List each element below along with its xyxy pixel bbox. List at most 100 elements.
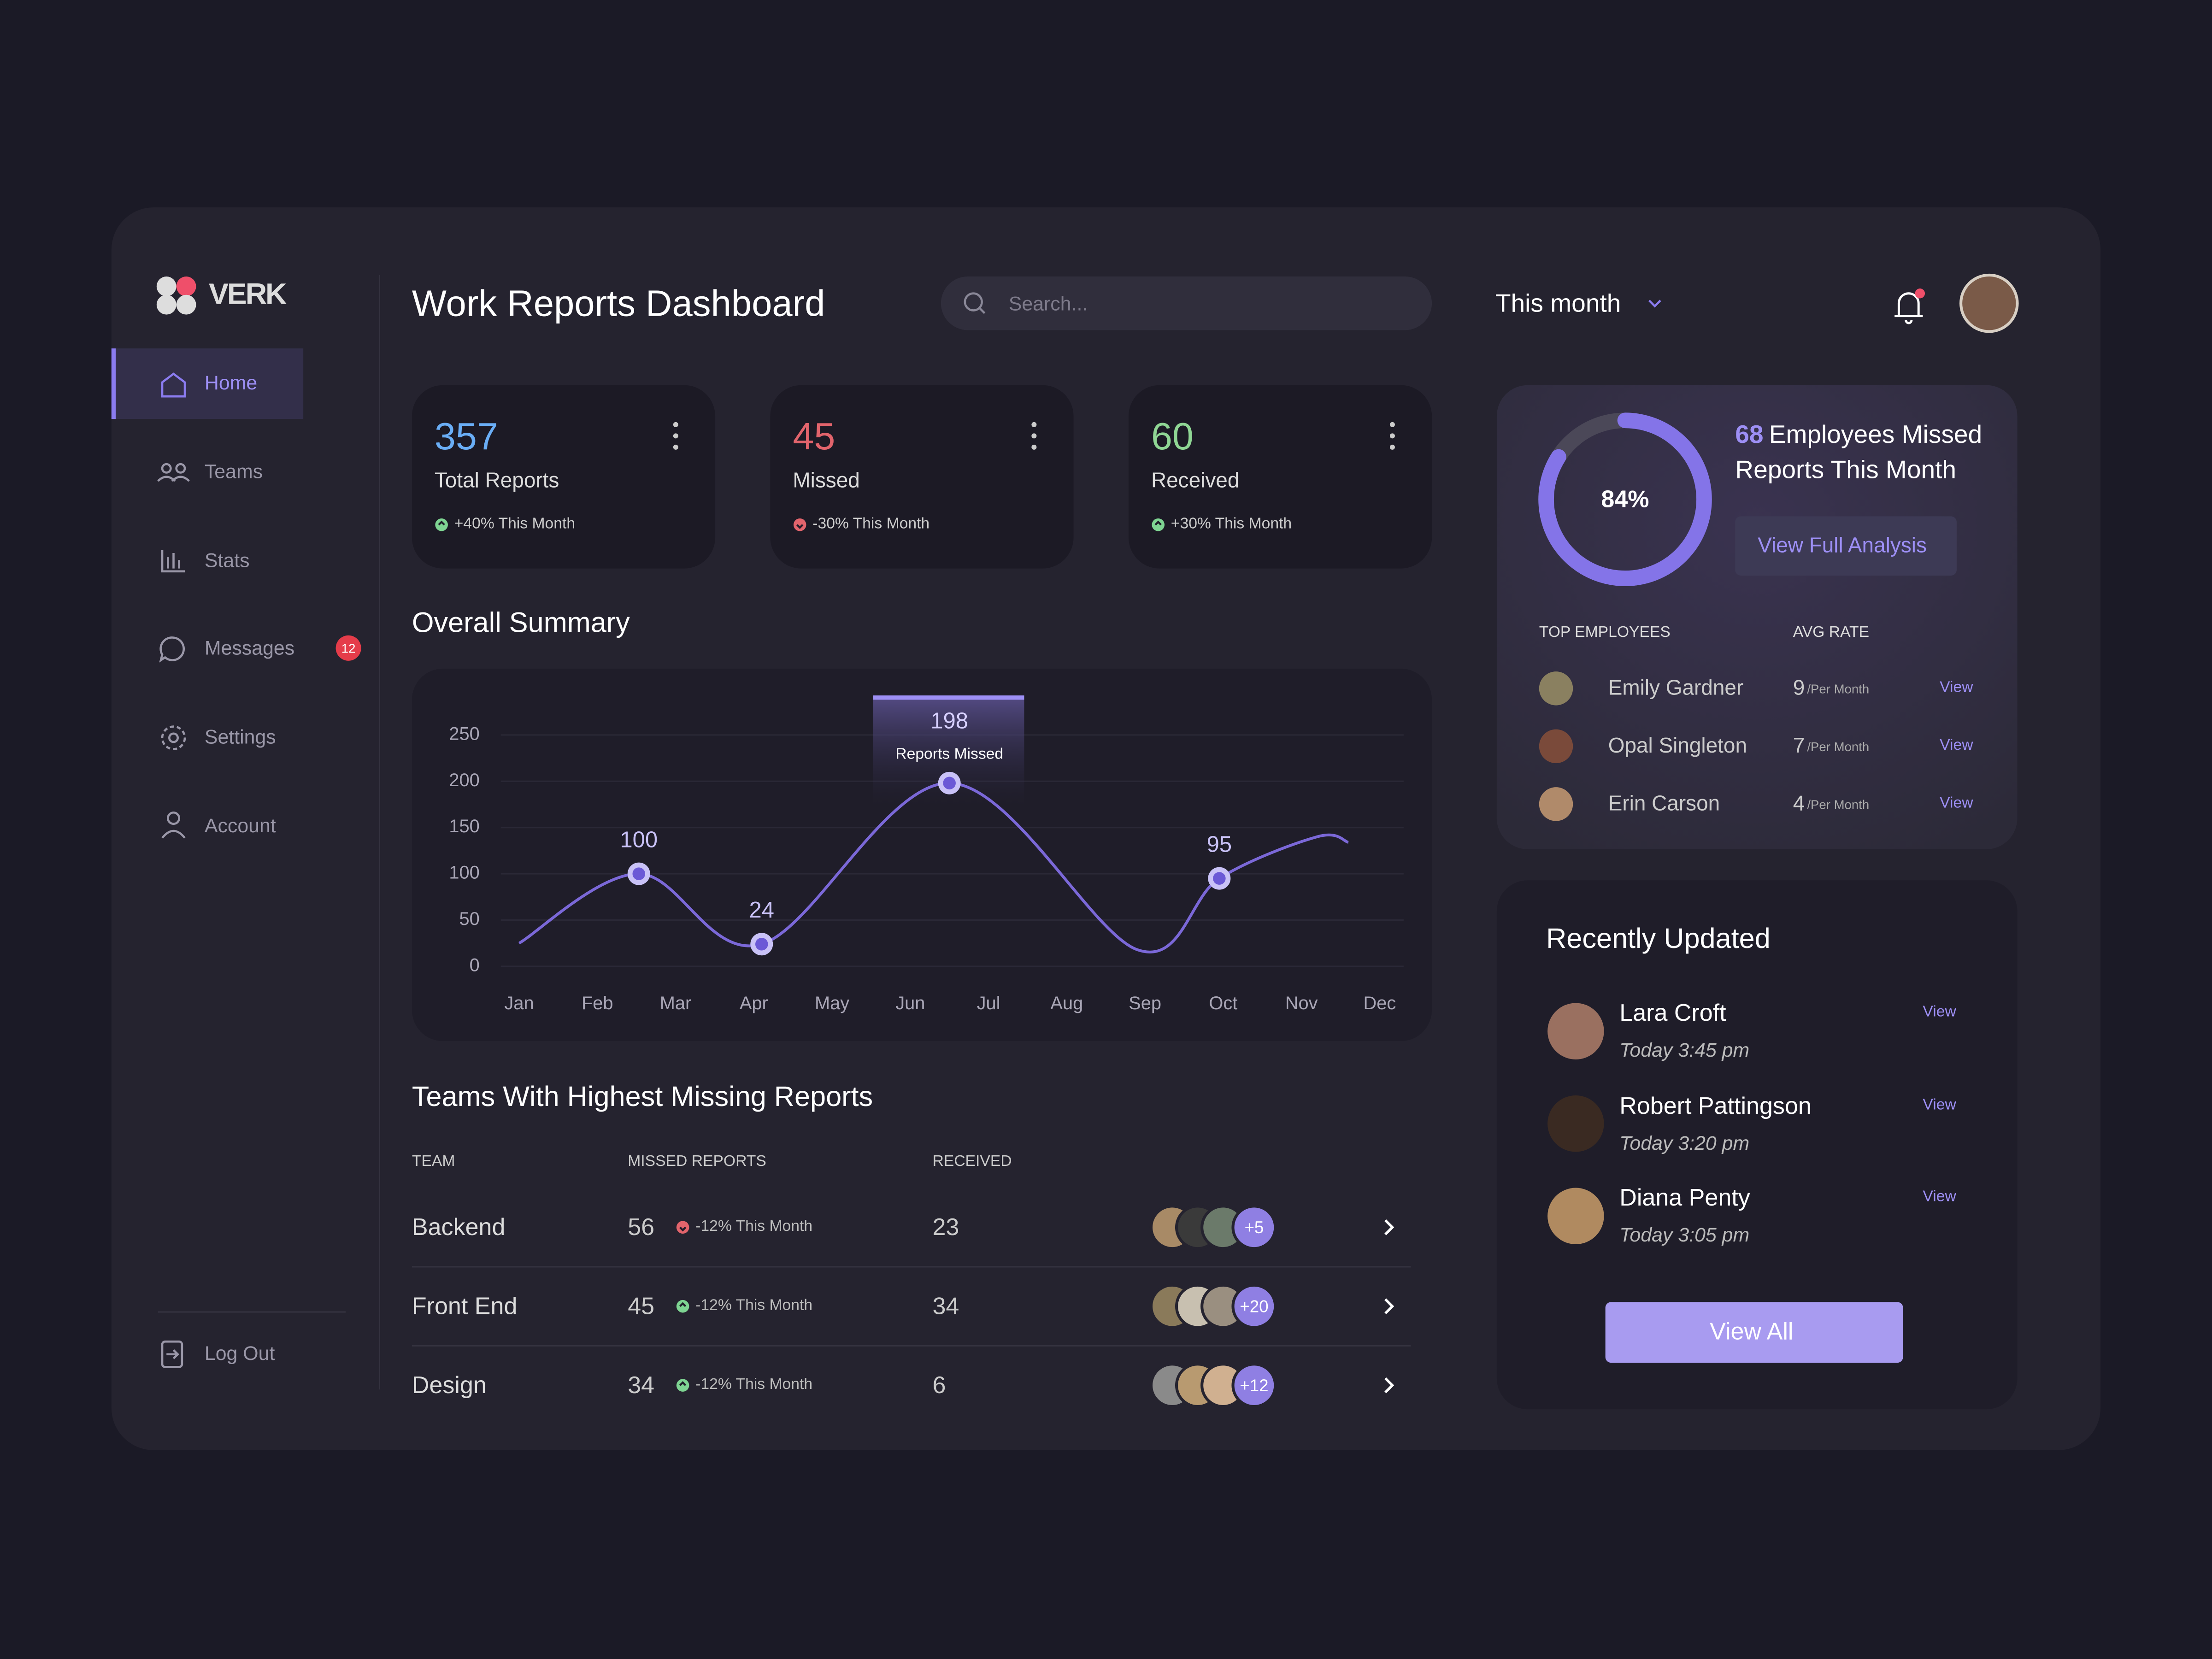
person-avatar	[1547, 1188, 1604, 1244]
employee-name: Opal Singleton	[1608, 734, 1747, 759]
rate-unit: /Per Month	[1807, 682, 1870, 696]
trend-icon	[676, 1300, 689, 1313]
stat-change: -30% This Month	[812, 515, 930, 533]
update-time: Today 3:20 pm	[1619, 1130, 1750, 1153]
nav-item[interactable]: Stats	[204, 548, 250, 571]
view-link[interactable]: View	[1940, 794, 1973, 812]
x-tick-label: Feb	[582, 993, 613, 1013]
trend-arrow	[679, 1381, 687, 1386]
employee-rate: 4	[1793, 792, 1805, 816]
analysis-text: Employees Missed	[1769, 420, 1983, 449]
y-tick-label: 150	[449, 816, 479, 836]
trend-icon	[676, 1379, 689, 1392]
more-badge	[1231, 1205, 1277, 1250]
y-tick-label: 50	[459, 909, 480, 929]
view-link[interactable]: View	[1940, 737, 1973, 754]
team-name: Front End	[412, 1293, 518, 1320]
employee-avatar	[1539, 671, 1573, 706]
stat-card	[770, 385, 1074, 569]
page-title: Work Reports Dashboard	[412, 282, 825, 325]
stat-label: Received	[1151, 469, 1240, 493]
column-header: RECEIVED	[932, 1153, 1012, 1171]
section-title: Overall Summary	[412, 608, 630, 639]
stat-card	[1128, 385, 1432, 569]
team-change: -12% This Month	[695, 1297, 813, 1314]
trend-icon	[676, 1221, 689, 1234]
section-title: Teams With Highest Missing Reports	[412, 1082, 873, 1113]
x-tick-label: Jul	[977, 993, 1000, 1013]
trend-arrow	[679, 1302, 687, 1307]
view-all-bg[interactable]	[1605, 1302, 1903, 1363]
missed-count: 45	[628, 1293, 655, 1320]
menu-dot	[1031, 444, 1037, 450]
trend-arrow	[679, 1226, 687, 1232]
rate-unit: /Per Month	[1807, 798, 1870, 812]
nav-item[interactable]: Settings	[204, 725, 276, 748]
x-tick-label: May	[815, 993, 849, 1013]
menu-dot	[673, 422, 678, 427]
y-tick-label: 100	[449, 863, 479, 883]
analysis-panel	[1496, 385, 2018, 849]
value-label: 95	[1207, 832, 1232, 857]
received-count: 34	[932, 1293, 959, 1320]
x-tick-label: Oct	[1209, 993, 1237, 1013]
rate-unit: /Per Month	[1807, 740, 1870, 754]
tooltip-bar	[873, 695, 1024, 700]
employee-rate: 9	[1793, 676, 1805, 700]
trend-icon	[1152, 518, 1165, 531]
view-link[interactable]: View	[1940, 679, 1973, 696]
view-link[interactable]: View	[1923, 1004, 1956, 1021]
column-header: MISSED REPORTS	[628, 1153, 766, 1171]
value-label: 198	[930, 708, 968, 733]
column-header: TEAM	[412, 1153, 455, 1171]
y-tick-label: 200	[449, 770, 479, 790]
team-name: Design	[412, 1372, 487, 1399]
view-link[interactable]: View	[1923, 1096, 1956, 1113]
logo	[156, 276, 196, 315]
analysis-button-bg[interactable]	[1735, 516, 1957, 576]
nav-item[interactable]: Teams	[204, 459, 263, 482]
nav-item[interactable]: Home	[204, 371, 258, 394]
nav-item[interactable]: Messages	[204, 636, 295, 659]
x-tick-label: Jan	[504, 993, 534, 1013]
point-core	[1213, 872, 1226, 885]
menu-dot	[1389, 444, 1395, 450]
employee-avatar	[1539, 729, 1573, 764]
x-tick-label: Dec	[1363, 993, 1396, 1013]
view-link[interactable]: View	[1923, 1188, 1956, 1206]
stat-change: +30% This Month	[1171, 515, 1292, 533]
column-header: AVG RATE	[1793, 624, 1870, 641]
team-change: -12% This Month	[695, 1376, 813, 1393]
person-name: Diana Penty	[1619, 1184, 1750, 1212]
search-placeholder[interactable]: Search...	[1008, 292, 1088, 315]
logout[interactable]: Log Out	[204, 1341, 275, 1365]
team-name: Backend	[412, 1214, 506, 1241]
y-tick-label: 250	[449, 724, 479, 744]
person-avatar	[1547, 1095, 1604, 1152]
trend-icon	[793, 518, 806, 531]
person-name: Lara Croft	[1619, 999, 1726, 1027]
more-count: +5	[1244, 1218, 1264, 1237]
period-caret	[1648, 300, 1661, 308]
profile-avatar	[1959, 273, 2019, 333]
analysis-text: Reports This Month	[1735, 455, 1957, 484]
x-tick-label: Mar	[660, 993, 692, 1013]
period-select[interactable]: This month	[1495, 289, 1621, 318]
analysis-button[interactable]: View Full Analysis	[1758, 534, 1927, 558]
person-avatar	[1547, 1003, 1604, 1059]
more-count: +12	[1240, 1376, 1268, 1395]
view-all-button[interactable]: View All	[1710, 1318, 1794, 1345]
x-tick-label: Jun	[895, 993, 925, 1013]
badge	[335, 635, 361, 661]
employee-avatar	[1539, 787, 1573, 821]
menu-dot	[1031, 422, 1037, 427]
chart-panel	[412, 669, 1432, 1041]
nav-item[interactable]: Account	[204, 814, 276, 837]
badge-count: 12	[341, 641, 356, 656]
employee-name: Erin Carson	[1608, 792, 1720, 816]
more-badge	[1231, 1283, 1277, 1329]
nav-active-bar	[111, 348, 116, 419]
point-core	[632, 867, 646, 880]
